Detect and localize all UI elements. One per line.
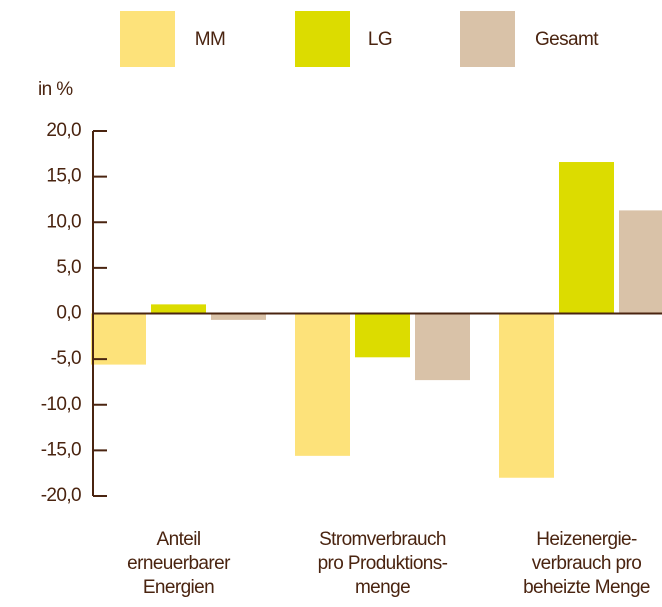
bar [499, 313, 554, 478]
legend-label: LG [368, 29, 392, 50]
y-tick-label: 10,0 [46, 211, 81, 232]
x-tick-label: pro Produktions- [318, 553, 448, 574]
x-tick-label: erneuerbarer [127, 553, 231, 574]
y-tick-label: -10,0 [41, 394, 81, 415]
bar [91, 313, 146, 365]
legend-label: MM [195, 29, 225, 50]
legend-swatch [460, 11, 515, 67]
bar [355, 313, 410, 358]
y-tick-label: -20,0 [41, 485, 81, 506]
bar [211, 313, 266, 320]
legend-swatch [120, 11, 175, 67]
y-tick-label: 0,0 [56, 303, 81, 324]
y-tick-label: 15,0 [46, 166, 81, 187]
bar [559, 162, 614, 314]
x-tick-label: beheizte Menge [523, 577, 650, 598]
y-tick-label: 5,0 [56, 257, 81, 278]
x-tick-label: menge [355, 577, 410, 598]
bar [295, 313, 350, 456]
legend-swatch [295, 11, 350, 67]
y-tick-label: 20,0 [46, 120, 81, 141]
x-tick-label: Anteil [157, 529, 201, 550]
x-tick-label: Energien [143, 577, 214, 598]
bar [151, 304, 206, 314]
x-tick-label: verbrauch pro [532, 553, 641, 574]
bar [415, 313, 470, 381]
x-tick-label: Stromverbrauch [319, 529, 446, 550]
y-tick-label: -15,0 [41, 439, 81, 460]
y-tick-label: -5,0 [51, 348, 81, 369]
legend-label: Gesamt [535, 29, 599, 50]
x-tick-label: Heizenergie- [536, 529, 637, 550]
bar [619, 210, 662, 314]
y-axis-label: in % [38, 79, 73, 100]
